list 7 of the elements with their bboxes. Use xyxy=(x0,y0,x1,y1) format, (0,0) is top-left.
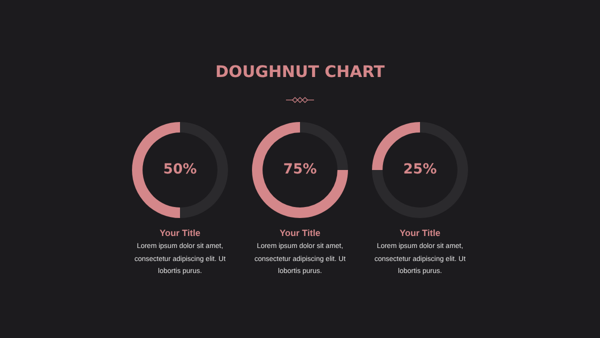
text: Your Title xyxy=(278,228,322,238)
data-label: 25% xyxy=(403,162,437,178)
text: DOUGHNUT CHART xyxy=(214,62,386,81)
data-label: 50% xyxy=(163,162,197,178)
text: Your Title xyxy=(398,228,442,238)
text: Your Title xyxy=(158,228,202,238)
data-label: 75% xyxy=(283,162,317,178)
